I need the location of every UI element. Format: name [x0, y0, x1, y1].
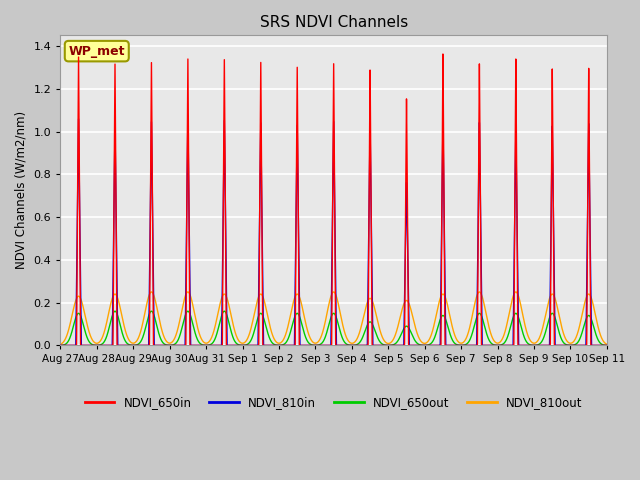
Legend: NDVI_650in, NDVI_810in, NDVI_650out, NDVI_810out: NDVI_650in, NDVI_810in, NDVI_650out, NDV…: [80, 392, 588, 414]
Y-axis label: NDVI Channels (W/m2/nm): NDVI Channels (W/m2/nm): [15, 111, 28, 269]
Text: WP_met: WP_met: [68, 45, 125, 58]
Title: SRS NDVI Channels: SRS NDVI Channels: [259, 15, 408, 30]
